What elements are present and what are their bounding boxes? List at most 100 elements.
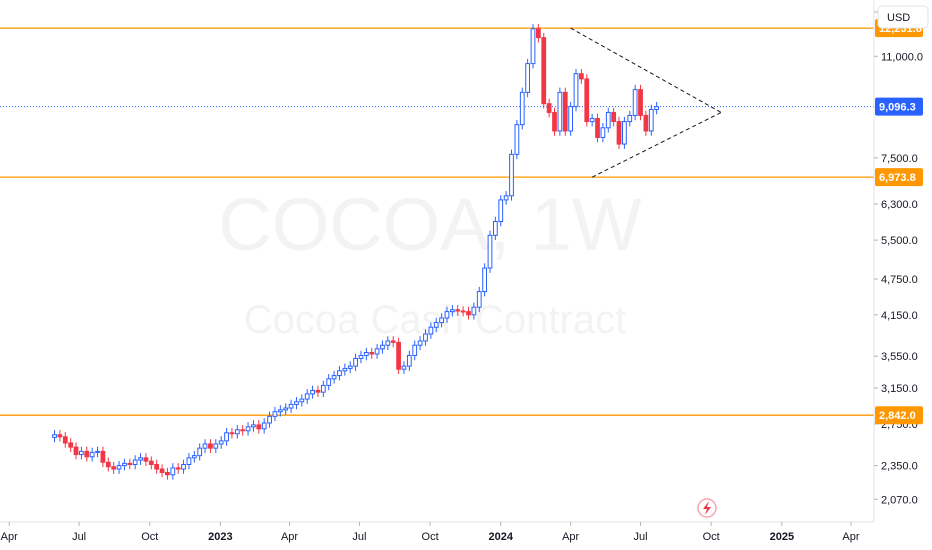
candle-body [466, 311, 471, 316]
candle-body [175, 467, 181, 470]
candle-body [105, 461, 111, 468]
candle-body [154, 463, 160, 470]
candle [492, 216, 498, 241]
candle-body [385, 340, 391, 346]
candle [331, 370, 337, 384]
candle-body [423, 333, 428, 342]
candle [369, 347, 375, 359]
candle [299, 394, 305, 407]
candle-body [369, 352, 375, 355]
candle-body [143, 457, 149, 462]
candle-body [62, 436, 68, 444]
triangle-upper-line[interactable] [570, 27, 722, 113]
candle-body [111, 466, 117, 470]
candles [52, 24, 660, 480]
candle-body [428, 326, 434, 335]
candle-body [611, 111, 617, 123]
candle [557, 87, 563, 136]
candle-body [396, 341, 401, 370]
candle [530, 24, 536, 69]
candle-body [127, 462, 133, 465]
x-tick-label: Apr [562, 531, 579, 543]
candle-body [245, 426, 251, 432]
candle [294, 397, 299, 410]
candle-body [132, 459, 138, 465]
candle-body [73, 446, 79, 456]
candle-body [535, 28, 541, 39]
candle-body [380, 344, 385, 350]
candle-body [256, 424, 262, 430]
candle [579, 68, 584, 84]
candle-body [122, 462, 127, 467]
candle-body [320, 384, 326, 393]
price-tag: 2,842.0 [875, 406, 923, 425]
candle-body [272, 411, 278, 417]
candle-body [401, 365, 407, 370]
candle [122, 458, 127, 471]
candle [245, 422, 251, 436]
candle-body [116, 465, 122, 470]
candle [213, 439, 219, 453]
candle-body [186, 457, 192, 465]
candle [573, 68, 579, 112]
candle-body [530, 28, 536, 65]
candle [568, 101, 574, 136]
candle-body [552, 111, 557, 132]
candle-body [304, 393, 310, 400]
candle [256, 420, 262, 434]
candle-body [95, 450, 100, 453]
y-tick-label: 2,070.0 [881, 494, 918, 506]
candle [406, 350, 412, 371]
candle-body [218, 440, 224, 445]
candle-body [476, 291, 482, 308]
candle [380, 340, 385, 354]
candle [385, 336, 391, 351]
candle [487, 230, 493, 273]
candle-body [638, 89, 643, 116]
candle-body [503, 195, 509, 201]
candle-body [471, 306, 477, 316]
candle-body [224, 432, 229, 442]
candle-body [181, 463, 186, 470]
candle [514, 119, 520, 160]
candle-body [310, 389, 315, 395]
candle [460, 306, 466, 317]
candle [417, 336, 423, 351]
candle-body [240, 429, 246, 432]
candle-body [326, 378, 332, 386]
time-axis[interactable]: Apr Jul Oct 2023 Apr Jul Oct 2024 Apr Jul Oct 2025 A… [1, 522, 860, 543]
candle [288, 399, 294, 413]
candle-body [568, 106, 574, 132]
candle [234, 425, 240, 439]
candle-body [170, 467, 176, 476]
y-tick-label: 4,750.0 [881, 274, 918, 286]
candle-body [353, 357, 358, 367]
triangle-lower-line[interactable] [591, 112, 722, 178]
candle-body [595, 117, 600, 138]
candle-body [288, 403, 294, 409]
candle [455, 305, 461, 316]
candle [401, 361, 407, 375]
candle-body [455, 309, 461, 312]
x-tick-label: Oct [703, 531, 720, 543]
candle [363, 347, 369, 361]
candle-body [299, 398, 305, 403]
candle [546, 98, 552, 118]
candle [138, 453, 143, 465]
candle-body [337, 370, 342, 377]
candle [595, 113, 600, 143]
lightning-icon[interactable] [697, 498, 717, 518]
candle-body [267, 415, 272, 424]
candle-body [363, 352, 369, 356]
x-tick-label: Oct [422, 531, 439, 543]
price-axis[interactable]: 13,000.011,000.07,500.06,300.05,500.04,7… [874, 7, 924, 506]
candle [337, 366, 342, 381]
currency-button[interactable]: USD [877, 5, 929, 29]
x-tick-label: Apr [1, 531, 18, 543]
candle-body [283, 407, 289, 411]
candle-body [374, 348, 380, 355]
candle-body [68, 442, 74, 448]
y-tick-label: 6,300.0 [881, 199, 918, 211]
candle-body [492, 220, 498, 236]
candle [159, 464, 165, 478]
